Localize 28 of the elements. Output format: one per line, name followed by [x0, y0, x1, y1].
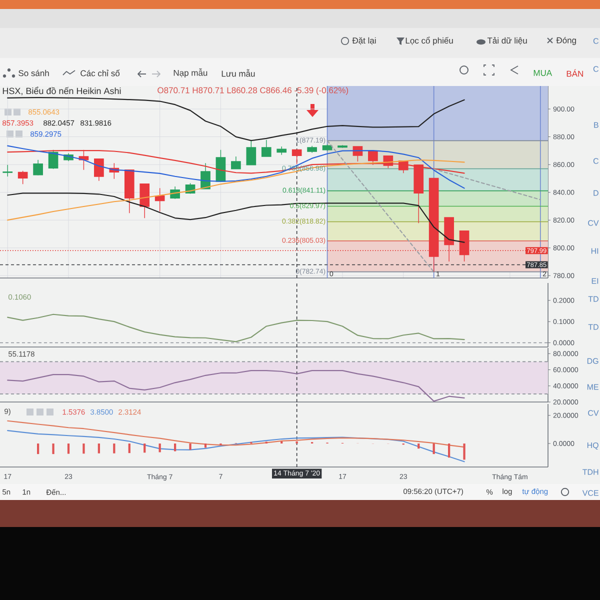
text: C	[593, 38, 599, 44]
text: Các chỉ số	[80, 70, 120, 76]
text: Lọc cổ phiếu	[406, 36, 453, 46]
text: C	[593, 158, 599, 164]
text: DG	[587, 358, 598, 364]
text: C	[593, 66, 599, 72]
text: Nạp mẫu	[174, 68, 208, 78]
text: EI	[592, 278, 598, 284]
text: ME	[587, 384, 598, 390]
text: VCE	[582, 490, 598, 496]
text: HQ	[587, 442, 598, 450]
text: CV	[588, 410, 599, 416]
text: So sánh	[18, 70, 49, 76]
text: TD	[588, 296, 598, 302]
text: MUA	[534, 70, 552, 76]
text: Lưu mẫu	[222, 69, 255, 77]
text: CV	[588, 220, 599, 226]
text: TDH	[582, 469, 598, 475]
text: Đặt lại	[352, 37, 376, 45]
chart-title: HSX, Biểu đồ nến Heikin Ashi	[2, 86, 121, 96]
text: BÁN	[566, 69, 583, 77]
text: B	[594, 122, 598, 128]
text: Đóng	[556, 36, 576, 45]
text: HI	[591, 248, 598, 254]
annotation: O870.71 H870.71 L860.28 C866.46 -5.39 (-0.62%)	[158, 87, 348, 95]
text: TD	[588, 324, 598, 330]
text: D	[594, 190, 598, 196]
text: Tải dữ liệu	[487, 37, 527, 45]
